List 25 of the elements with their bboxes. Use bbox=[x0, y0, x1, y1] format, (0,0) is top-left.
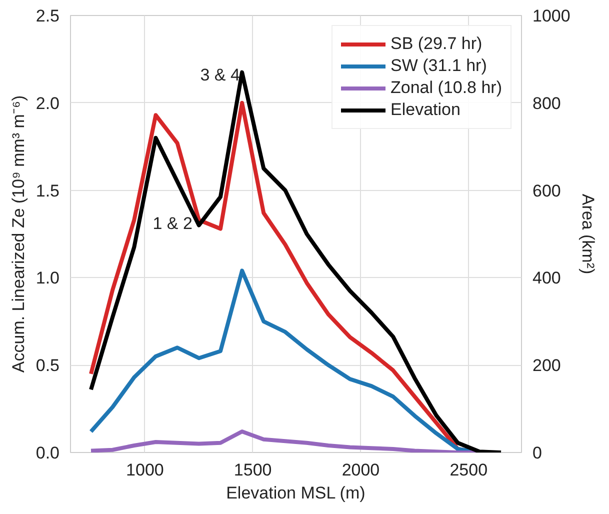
x-tick-label: 2000 bbox=[342, 460, 380, 480]
x-axis-title: Elevation MSL (m) bbox=[226, 484, 366, 502]
y-tick-label: 1.5 bbox=[36, 181, 60, 200]
y-tick-label: 2.5 bbox=[36, 6, 60, 26]
y2-tick-label: 600 bbox=[532, 181, 561, 200]
legend-label: Zonal (10.8 hr) bbox=[390, 78, 502, 98]
y2-tick-label: 400 bbox=[532, 268, 561, 288]
x-tick-label: 1500 bbox=[234, 460, 272, 480]
x-tick-label: 1000 bbox=[126, 460, 164, 480]
x-tick-label: 2500 bbox=[450, 460, 488, 480]
y-tick-label: 0.0 bbox=[36, 444, 60, 462]
y2-tick-label: 800 bbox=[532, 94, 561, 113]
legend-label: SB (29.7 hr) bbox=[390, 34, 482, 54]
y-axis-title: Accum. Linearized Ze (10⁹ mm³ m⁻⁶) bbox=[8, 95, 28, 373]
y2-tick-label: 0 bbox=[532, 444, 542, 462]
y-tick-label: 2.0 bbox=[36, 94, 60, 113]
y2-axis-title: Area (km²) bbox=[578, 194, 598, 274]
y2-tick-label: 1000 bbox=[532, 6, 570, 26]
annotation: 1 & 2 bbox=[152, 214, 192, 234]
legend-label: Elevation bbox=[390, 100, 460, 120]
legend-label: SW (31.1 hr) bbox=[390, 56, 487, 76]
annotation: 3 & 4 bbox=[200, 65, 240, 84]
y2-tick-label: 200 bbox=[532, 356, 561, 376]
y-tick-label: 0.5 bbox=[36, 356, 60, 376]
y-tick-label: 1.0 bbox=[36, 268, 60, 288]
